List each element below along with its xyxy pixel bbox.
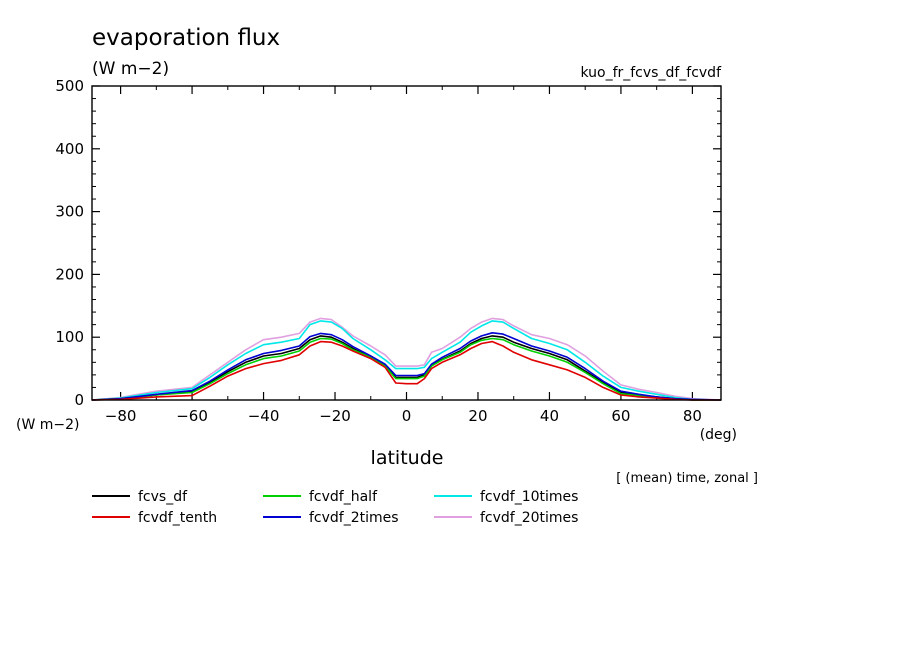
x-tick-label: 40 [540, 407, 559, 425]
x-tick-label: 60 [611, 407, 630, 425]
series-line-fcvs-df [91, 335, 721, 401]
x-tick-label: 80 [683, 407, 702, 425]
series-line-fcvdf-2times [91, 331, 722, 401]
x-axis-label: latitude [371, 447, 444, 469]
series-lines [91, 317, 722, 401]
plot-frame [91, 85, 722, 401]
series-line-fcvdf-tenth [91, 340, 721, 401]
series-line-fcvdf-half [91, 337, 721, 401]
legend-label-fcvdf-half: fcvdf_half [309, 489, 378, 505]
x-tick-label: −80 [105, 407, 137, 425]
title-units: (W m−2) [92, 59, 169, 79]
y-tick-label: 400 [55, 140, 84, 158]
legend-label-fcvdf-10times: fcvdf_10times [480, 489, 578, 505]
legend-label-fcvs-df: fcvs_df [138, 489, 188, 505]
legend-label-fcvdf-2times: fcvdf_2times [309, 510, 399, 526]
y-tick-label: 300 [55, 203, 84, 221]
legend: fcvs_df fcvdf_tenth fcvdf_half fcvdf_2times… [92, 489, 578, 526]
legend-label-fcvdf-tenth: fcvdf_tenth [138, 510, 217, 526]
y-tick-label: 500 [55, 77, 84, 95]
x-axis-units: (deg) [700, 427, 737, 443]
y-tick-label: 100 [55, 328, 84, 346]
series-line-fcvdf-10times [91, 320, 722, 401]
y-axis-units: (W m−2) [16, 417, 80, 433]
x-tick-label: −60 [176, 407, 208, 425]
x-tick-label: −20 [319, 407, 351, 425]
run-name: kuo_fr_fcvs_df_fcvdf [580, 65, 722, 81]
x-tick-label: −40 [248, 407, 280, 425]
x-tick-label: 0 [402, 407, 412, 425]
axis-ticks: −80 −60 −40 −20 0 20 40 60 80 0 100 200 300 400 500 [55, 77, 721, 425]
legend-label-fcvdf-20times: fcvdf_20times [480, 510, 578, 526]
chart-title: evaporation flux [92, 25, 280, 51]
series-line-fcvdf-20times [91, 317, 722, 401]
x-tick-label: 20 [468, 407, 487, 425]
y-tick-label: 0 [74, 391, 84, 409]
y-tick-label: 200 [55, 265, 84, 283]
averaging-note: [ (mean) time, zonal ] [616, 471, 758, 486]
